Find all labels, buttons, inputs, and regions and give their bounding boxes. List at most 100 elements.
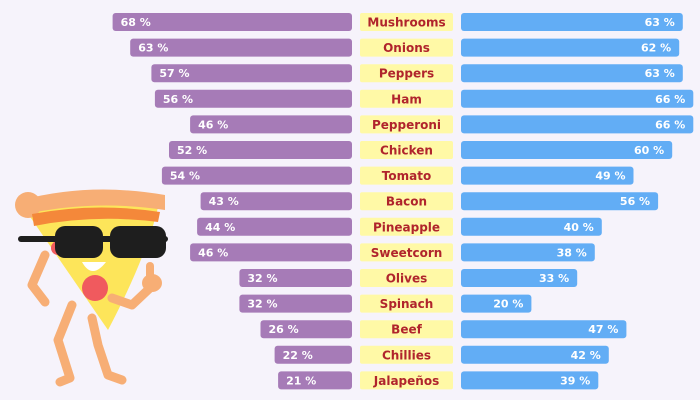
right-bar: [461, 371, 599, 390]
right-bar-value-label: 38 %: [557, 246, 587, 259]
left-bar: [239, 294, 352, 313]
chart-row: 32 % Olives 33 %: [239, 269, 578, 287]
right-bar-value-label: 62 %: [641, 42, 671, 55]
right-bar: [461, 217, 602, 236]
left-bar-value-label: 68 %: [121, 16, 151, 29]
category-label-bg: [360, 13, 453, 31]
category-label: Pineapple: [373, 220, 440, 234]
chart-row: 26 % Beef 47 %: [260, 320, 627, 339]
category-label-bg: [360, 320, 453, 339]
category-label-bg: [360, 141, 453, 159]
category-label: Bacon: [386, 195, 427, 209]
chart-row: 46 % Sweetcorn 38 %: [190, 243, 595, 262]
chart-rows: 68 % Mushrooms 63 % 63 % Onions 62 % 57 % Peppe…: [112, 13, 694, 390]
category-label-bg: [360, 294, 453, 313]
left-bar: [260, 320, 352, 339]
left-bar-value-label: 56 %: [163, 93, 193, 106]
left-bar-value-label: 22 %: [283, 349, 313, 362]
right-bar: [461, 13, 683, 31]
right-bar: [461, 38, 680, 57]
right-bar: [461, 243, 595, 262]
category-label: Tomato: [382, 169, 431, 183]
right-bar-value-label: 63 %: [645, 16, 675, 29]
left-bar-value-label: 32 %: [247, 272, 277, 285]
right-bar: [461, 166, 634, 185]
left-bar-value-label: 21 %: [286, 374, 316, 387]
left-bar: [112, 13, 352, 31]
category-label: Jalapeños: [373, 374, 439, 388]
left-bar: [161, 166, 352, 185]
right-bar: [461, 115, 694, 134]
chart-row: 43 % Bacon 56 %: [200, 192, 659, 211]
chart-row: 57 % Peppers 63 %: [151, 64, 683, 83]
chart-row: 56 % Ham 66 %: [154, 89, 694, 108]
right-bar-value-label: 40 %: [564, 221, 594, 234]
category-label-bg: [360, 217, 453, 236]
left-bar-value-label: 54 %: [170, 170, 200, 183]
category-label-bg: [360, 243, 453, 262]
chart-row: 54 % Tomato 49 %: [161, 166, 634, 185]
right-bar: [461, 269, 578, 287]
chart-row: 46 % Pepperoni 66 %: [190, 115, 694, 134]
chart-row: 63 % Onions 62 %: [130, 38, 680, 57]
right-bar: [461, 64, 683, 83]
left-bar-value-label: 52 %: [177, 144, 207, 157]
chart-row: 68 % Mushrooms 63 %: [112, 13, 683, 31]
right-bar: [461, 320, 627, 339]
category-label: Spinach: [380, 297, 434, 311]
chart-row: 22 % Chillies 42 %: [274, 345, 609, 364]
category-label-bg: [360, 89, 453, 108]
right-bar: [461, 141, 673, 159]
left-bar: [190, 243, 352, 262]
category-label-bg: [360, 371, 453, 390]
category-label-bg: [360, 64, 453, 83]
right-bar-value-label: 47 %: [588, 323, 618, 336]
right-bar-value-label: 20 %: [493, 298, 523, 311]
category-label: Mushrooms: [367, 16, 445, 30]
left-bar: [239, 269, 352, 287]
left-bar-value-label: 26 %: [269, 323, 299, 336]
left-bar: [274, 345, 352, 364]
left-bar: [151, 64, 352, 83]
left-bar-value-label: 43 %: [209, 195, 239, 208]
left-bar: [154, 89, 352, 108]
category-label: Olives: [386, 272, 428, 286]
left-bar-value-label: 46 %: [198, 246, 228, 259]
category-label: Ham: [391, 92, 422, 106]
left-bar-value-label: 63 %: [138, 42, 168, 55]
category-label: Peppers: [379, 67, 434, 81]
left-bar: [278, 371, 352, 390]
right-bar-value-label: 63 %: [645, 67, 675, 80]
right-bar-value-label: 33 %: [539, 272, 569, 285]
right-bar-value-label: 49 %: [595, 170, 625, 183]
chart-row: 44 % Pineapple 40 %: [197, 217, 602, 236]
right-bar-value-label: 42 %: [571, 349, 601, 362]
right-bar-value-label: 66 %: [655, 118, 685, 131]
category-label: Chillies: [382, 348, 431, 362]
category-label-bg: [360, 192, 453, 211]
left-bar-value-label: 57 %: [159, 67, 189, 80]
category-label: Onions: [383, 41, 430, 55]
chart-row: 32 % Spinach 20 %: [239, 294, 532, 313]
right-bar-value-label: 56 %: [620, 195, 650, 208]
right-bar: [461, 89, 694, 108]
right-bar: [461, 294, 532, 313]
cool-pizza-slice-mascot-icon: [15, 189, 168, 387]
category-label: Sweetcorn: [371, 246, 443, 260]
left-bar: [197, 217, 352, 236]
category-label-bg: [360, 166, 453, 185]
chart-row: 52 % Chicken 60 %: [169, 141, 673, 159]
right-bar-value-label: 39 %: [560, 374, 590, 387]
right-bar-value-label: 60 %: [634, 144, 664, 157]
left-bar: [200, 192, 352, 211]
left-bar-value-label: 44 %: [205, 221, 235, 234]
right-bar-value-label: 66 %: [655, 93, 685, 106]
category-label-bg: [360, 269, 453, 287]
category-label: Beef: [391, 323, 422, 337]
right-bar: [461, 345, 609, 364]
left-bar: [130, 38, 352, 57]
category-label-bg: [360, 38, 453, 57]
category-label-bg: [360, 115, 453, 134]
chart-row: 21 % Jalapeños 39 %: [278, 371, 599, 390]
